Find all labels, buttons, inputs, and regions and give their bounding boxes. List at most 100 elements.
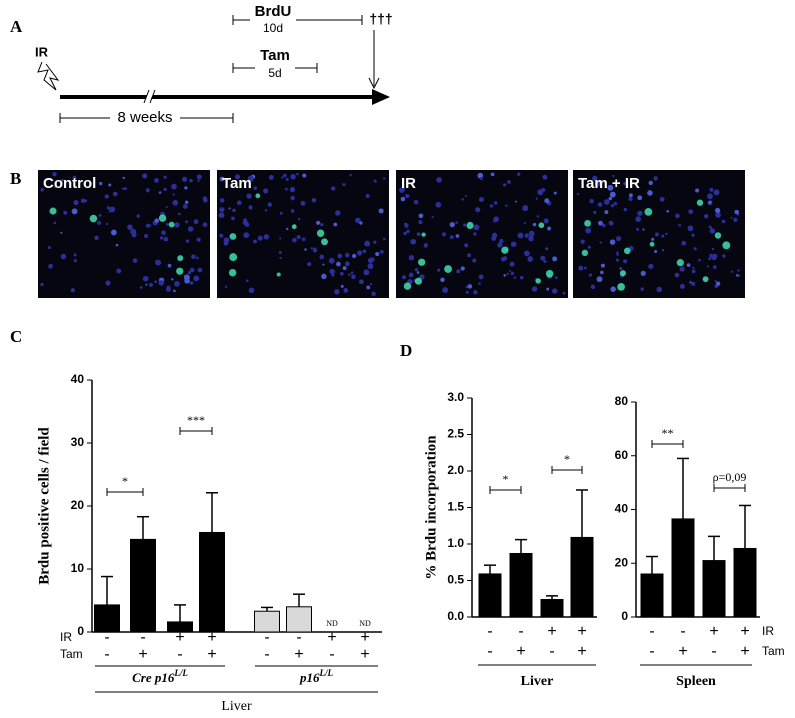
nucleus: [465, 285, 469, 289]
significance-label: *: [122, 474, 128, 488]
nucleus: [524, 250, 530, 257]
micrograph-label: IR: [401, 175, 416, 192]
nucleus: [731, 270, 734, 273]
nucleus: [319, 254, 325, 260]
nucleus: [715, 281, 721, 286]
nucleus: [695, 188, 700, 193]
nucleus: [629, 193, 633, 198]
nucleus: [367, 263, 374, 270]
nucleus: [171, 183, 177, 190]
nucleus: [400, 196, 406, 202]
nucleus: [105, 222, 109, 226]
nucleus: [185, 220, 189, 224]
nucleus: [191, 254, 196, 259]
nucleus: [130, 228, 137, 235]
y-tick-label: 1.0: [447, 536, 464, 550]
nucleus: [436, 177, 442, 183]
y-tick-label: 2.0: [447, 463, 464, 477]
nucleus: [418, 220, 423, 225]
brdu-nucleus: [177, 255, 184, 262]
nucleus: [416, 271, 420, 274]
nucleus: [687, 225, 694, 232]
nucleus: [528, 235, 534, 242]
nucleus: [678, 223, 682, 227]
nucleus: [507, 180, 511, 184]
nucleus: [163, 187, 167, 192]
nucleus: [189, 178, 193, 183]
nucleus: [40, 188, 45, 192]
nucleus: [285, 227, 289, 231]
nucleus: [647, 190, 653, 196]
nucleus: [733, 217, 738, 222]
nucleus: [70, 288, 75, 293]
nucleus: [197, 267, 203, 273]
significance-label: ρ=0,09: [713, 470, 747, 484]
nucleus: [406, 229, 410, 233]
nucleus: [708, 257, 712, 261]
nucleus: [245, 232, 248, 236]
nucleus: [148, 282, 153, 287]
brdu-nucleus: [229, 253, 238, 262]
tam-duration: 5d: [268, 66, 281, 80]
nucleus: [73, 199, 79, 206]
group-name: Cre p16: [132, 670, 175, 685]
nucleus: [477, 172, 484, 179]
nucleus: [399, 187, 405, 193]
nucleus: [109, 206, 116, 213]
nucleus: [604, 210, 609, 215]
bar: [733, 547, 757, 618]
nucleus: [510, 241, 517, 247]
nucleus: [344, 261, 350, 267]
nucleus: [423, 243, 429, 248]
brdu-nucleus: [584, 219, 591, 227]
nucleus: [158, 191, 162, 194]
condition-sign: -: [264, 629, 269, 646]
nucleus: [635, 216, 642, 222]
nucleus: [343, 288, 349, 293]
nucleus: [464, 194, 467, 197]
condition-sign: -: [140, 629, 145, 646]
y-tick-label: 3.0: [447, 390, 464, 404]
nucleus: [154, 280, 157, 284]
brdu-nucleus: [722, 241, 731, 250]
brdu-nucleus: [538, 222, 545, 229]
nucleus: [329, 268, 335, 275]
nucleus: [442, 287, 449, 293]
nucleus: [232, 208, 236, 213]
nucleus: [535, 197, 538, 200]
nucleus: [185, 239, 190, 243]
bar: [286, 606, 312, 633]
nucleus: [371, 291, 376, 297]
nucleus: [63, 210, 68, 215]
y-tick-label: 80: [615, 394, 629, 408]
group-superscript: L/L: [319, 668, 334, 678]
condition-sign: +: [207, 629, 216, 646]
nucleus: [106, 206, 111, 210]
nucleus: [73, 259, 77, 263]
nucleus: [285, 177, 289, 181]
nucleus: [709, 187, 714, 192]
brdu-nucleus: [228, 268, 237, 277]
brdu-nucleus: [581, 249, 589, 257]
nucleus: [253, 186, 257, 190]
nucleus: [263, 188, 269, 194]
x-axis-label: Liver: [521, 674, 554, 689]
brdu-nucleus: [176, 267, 184, 275]
nucleus: [505, 204, 508, 207]
bar: [478, 573, 502, 618]
nucleus: [189, 281, 194, 285]
condition-sign: -: [264, 646, 269, 663]
nucleus: [357, 250, 363, 256]
brdu-nucleus: [49, 207, 57, 215]
nucleus: [691, 269, 696, 274]
nucleus: [499, 238, 504, 244]
nucleus: [523, 222, 527, 225]
nucleus: [373, 179, 377, 183]
nucleus: [279, 256, 282, 260]
nucleus: [503, 274, 507, 277]
bar: [671, 518, 695, 618]
nucleus: [596, 276, 603, 283]
panel-label: D: [400, 341, 412, 360]
nucleus: [48, 263, 53, 269]
condition-sign: -: [680, 623, 685, 640]
